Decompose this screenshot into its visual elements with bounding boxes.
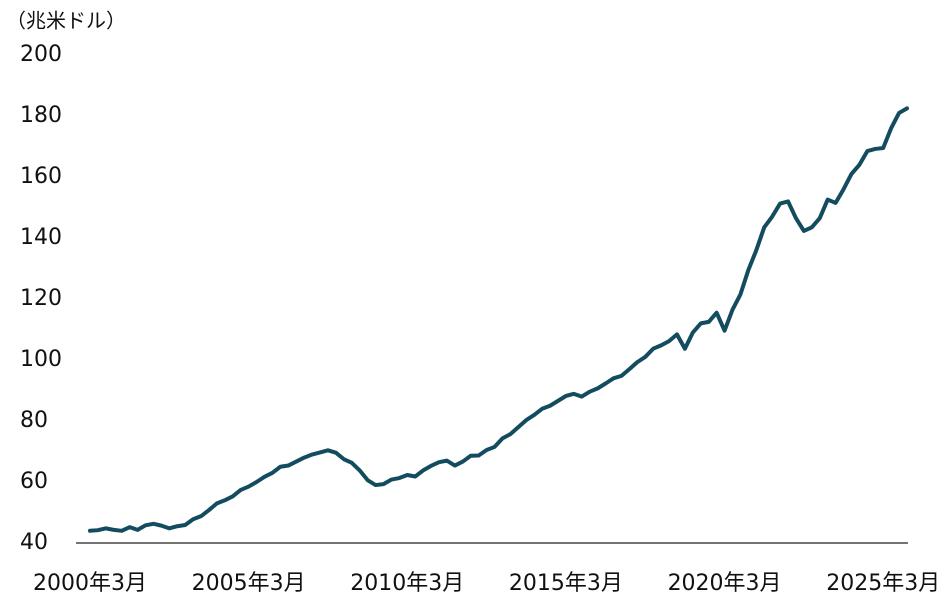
- x-tick-label: 2000年3月: [33, 571, 147, 596]
- x-tick-label: 2005年3月: [192, 571, 306, 596]
- y-tick-label: 60: [20, 469, 48, 494]
- y-tick-label: 40: [20, 530, 48, 555]
- x-tick-label: 2015年3月: [509, 571, 623, 596]
- x-tick-label: 2020年3月: [668, 571, 782, 596]
- y-tick-label: 140: [20, 225, 62, 250]
- y-tick-label: 100: [20, 347, 62, 372]
- data-line: [88, 106, 909, 533]
- x-tick-label: 2025年3月: [826, 571, 939, 596]
- y-tick-label: 160: [20, 164, 62, 189]
- y-tick-label: 180: [20, 103, 62, 128]
- y-axis-label: （兆米ドル）: [6, 9, 126, 33]
- x-tick-label: 2010年3月: [350, 571, 464, 596]
- y-tick-label: 200: [20, 42, 62, 67]
- y-tick-label: 80: [20, 408, 48, 433]
- y-tick-label: 120: [20, 286, 62, 311]
